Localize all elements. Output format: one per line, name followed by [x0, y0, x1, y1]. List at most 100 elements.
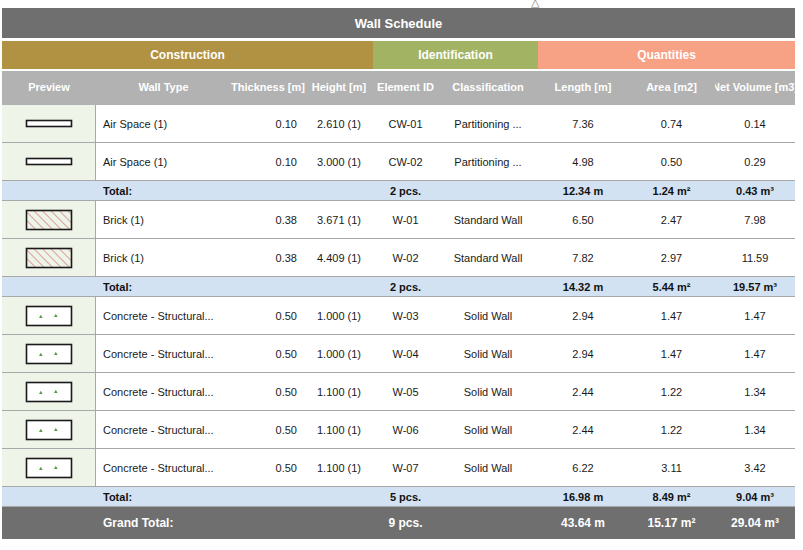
- table-row[interactable]: Air Space (1)0.103.000 (1)CW-02Partition…: [2, 143, 795, 181]
- preview-cell: [2, 105, 96, 142]
- area-cell: 1.22: [628, 411, 715, 448]
- column-header-length-m[interactable]: Length [m]: [538, 71, 628, 105]
- classification-cell: Solid Wall: [438, 335, 538, 372]
- thickness-cell: 0.38: [231, 239, 305, 276]
- air-space-symbol: [21, 149, 77, 175]
- table-row[interactable]: Concrete - Structural...0.501.100 (1)W-0…: [2, 411, 795, 449]
- total-spacer: [305, 277, 373, 296]
- classification-cell: Solid Wall: [438, 297, 538, 334]
- net-volume-cell: 0.29: [715, 143, 795, 180]
- column-header-area-m2[interactable]: Area [m2]: [628, 71, 715, 105]
- height-cell: 2.610 (1): [305, 105, 373, 142]
- height-cell: 1.000 (1): [305, 297, 373, 334]
- wall-type-cell: Air Space (1): [96, 143, 231, 180]
- thickness-cell: 0.10: [231, 143, 305, 180]
- table-row[interactable]: Brick (1)0.384.409 (1)W-02Standard Wall7…: [2, 239, 795, 277]
- preview-cell: [2, 297, 96, 334]
- wall-type-cell: Brick (1): [96, 239, 231, 276]
- net-volume-cell: 7.98: [715, 201, 795, 238]
- classification-cell: Partitioning ...: [438, 105, 538, 142]
- classification-cell: Solid Wall: [438, 449, 538, 486]
- element-id-cell: W-04: [373, 335, 438, 372]
- wall-type-cell: Concrete - Structural...: [96, 373, 231, 410]
- total-area: 1.24 m²: [628, 181, 715, 200]
- grand-total-net-volume: 29.04 m³: [715, 507, 795, 539]
- wall-type-cell: Brick (1): [96, 201, 231, 238]
- net-volume-cell: 1.34: [715, 373, 795, 410]
- total-pcs: 2 pcs.: [373, 277, 438, 296]
- grand-total-length: 43.64 m: [538, 507, 628, 539]
- thickness-cell: 0.50: [231, 449, 305, 486]
- column-header-height-m[interactable]: Height [m]: [305, 71, 373, 105]
- column-header-thickness-m[interactable]: Thickness [m]: [231, 71, 305, 105]
- thickness-cell: 0.50: [231, 411, 305, 448]
- area-cell: 1.22: [628, 373, 715, 410]
- element-id-cell: CW-02: [373, 143, 438, 180]
- net-volume-cell: 1.47: [715, 335, 795, 372]
- total-pcs: 2 pcs.: [373, 181, 438, 200]
- total-area: 5.44 m²: [628, 277, 715, 296]
- grand-total-area: 15.17 m²: [628, 507, 715, 539]
- table-row[interactable]: Concrete - Structural...0.501.100 (1)W-0…: [2, 449, 795, 487]
- height-cell: 1.100 (1): [305, 449, 373, 486]
- classification-cell: Solid Wall: [438, 373, 538, 410]
- total-length: 12.34 m: [538, 181, 628, 200]
- column-header-row: PreviewWall TypeThickness [m]Height [m]E…: [2, 71, 795, 105]
- wall-type-cell: Concrete - Structural...: [96, 411, 231, 448]
- thickness-cell: 0.38: [231, 201, 305, 238]
- total-pcs: 5 pcs.: [373, 487, 438, 506]
- height-cell: 1.100 (1): [305, 411, 373, 448]
- element-id-cell: W-01: [373, 201, 438, 238]
- total-spacer: [2, 181, 96, 200]
- column-marker-icon[interactable]: △: [531, 0, 539, 8]
- total-spacer: [305, 487, 373, 506]
- net-volume-cell: 11.59: [715, 239, 795, 276]
- table-row[interactable]: Concrete - Structural...0.501.100 (1)W-0…: [2, 373, 795, 411]
- element-id-cell: W-06: [373, 411, 438, 448]
- column-header-wall-type[interactable]: Wall Type: [96, 71, 231, 105]
- total-spacer: [2, 487, 96, 506]
- area-cell: 3.11: [628, 449, 715, 486]
- table-row[interactable]: Concrete - Structural...0.501.000 (1)W-0…: [2, 297, 795, 335]
- area-cell: 0.50: [628, 143, 715, 180]
- brick-symbol: [21, 207, 77, 233]
- element-id-cell: W-03: [373, 297, 438, 334]
- preview-cell: [2, 143, 96, 180]
- total-spacer: [438, 277, 538, 296]
- total-length: 16.98 m: [538, 487, 628, 506]
- classification-cell: Standard Wall: [438, 201, 538, 238]
- schedule-title: Wall Schedule: [355, 16, 443, 31]
- total-label: Total:: [96, 487, 231, 506]
- total-row: Total:2 pcs.12.34 m1.24 m²0.43 m³: [2, 181, 795, 201]
- table-row[interactable]: Concrete - Structural...0.501.000 (1)W-0…: [2, 335, 795, 373]
- column-header-net-volume-m3[interactable]: Net Volume [m3]: [715, 71, 795, 105]
- concrete-symbol: [21, 303, 77, 329]
- table-row[interactable]: Air Space (1)0.102.610 (1)CW-01Partition…: [2, 105, 795, 143]
- thickness-cell: 0.50: [231, 373, 305, 410]
- table-row[interactable]: Brick (1)0.383.671 (1)W-01Standard Wall6…: [2, 201, 795, 239]
- schedule-title-bar: Wall Schedule: [2, 8, 795, 38]
- column-header-classification[interactable]: Classification: [438, 71, 538, 105]
- wall-type-cell: Concrete - Structural...: [96, 449, 231, 486]
- group-header-construction: Construction: [2, 41, 373, 69]
- preview-cell: [2, 373, 96, 410]
- element-id-cell: W-05: [373, 373, 438, 410]
- total-spacer: [305, 181, 373, 200]
- total-spacer: [438, 181, 538, 200]
- net-volume-cell: 1.34: [715, 411, 795, 448]
- classification-cell: Partitioning ...: [438, 143, 538, 180]
- group-header-identification: Identification: [373, 41, 538, 69]
- net-volume-cell: 3.42: [715, 449, 795, 486]
- concrete-symbol: [21, 379, 77, 405]
- grand-total-spacer: [2, 507, 96, 539]
- height-cell: 1.000 (1): [305, 335, 373, 372]
- preview-cell: [2, 201, 96, 238]
- length-cell: 2.94: [538, 297, 628, 334]
- column-header-preview[interactable]: Preview: [2, 71, 96, 105]
- total-spacer: [2, 277, 96, 296]
- concrete-symbol: [21, 341, 77, 367]
- preview-cell: [2, 411, 96, 448]
- wall-type-cell: Concrete - Structural...: [96, 335, 231, 372]
- total-net-volume: 19.57 m³: [715, 277, 795, 296]
- column-header-element-id[interactable]: Element ID: [373, 71, 438, 105]
